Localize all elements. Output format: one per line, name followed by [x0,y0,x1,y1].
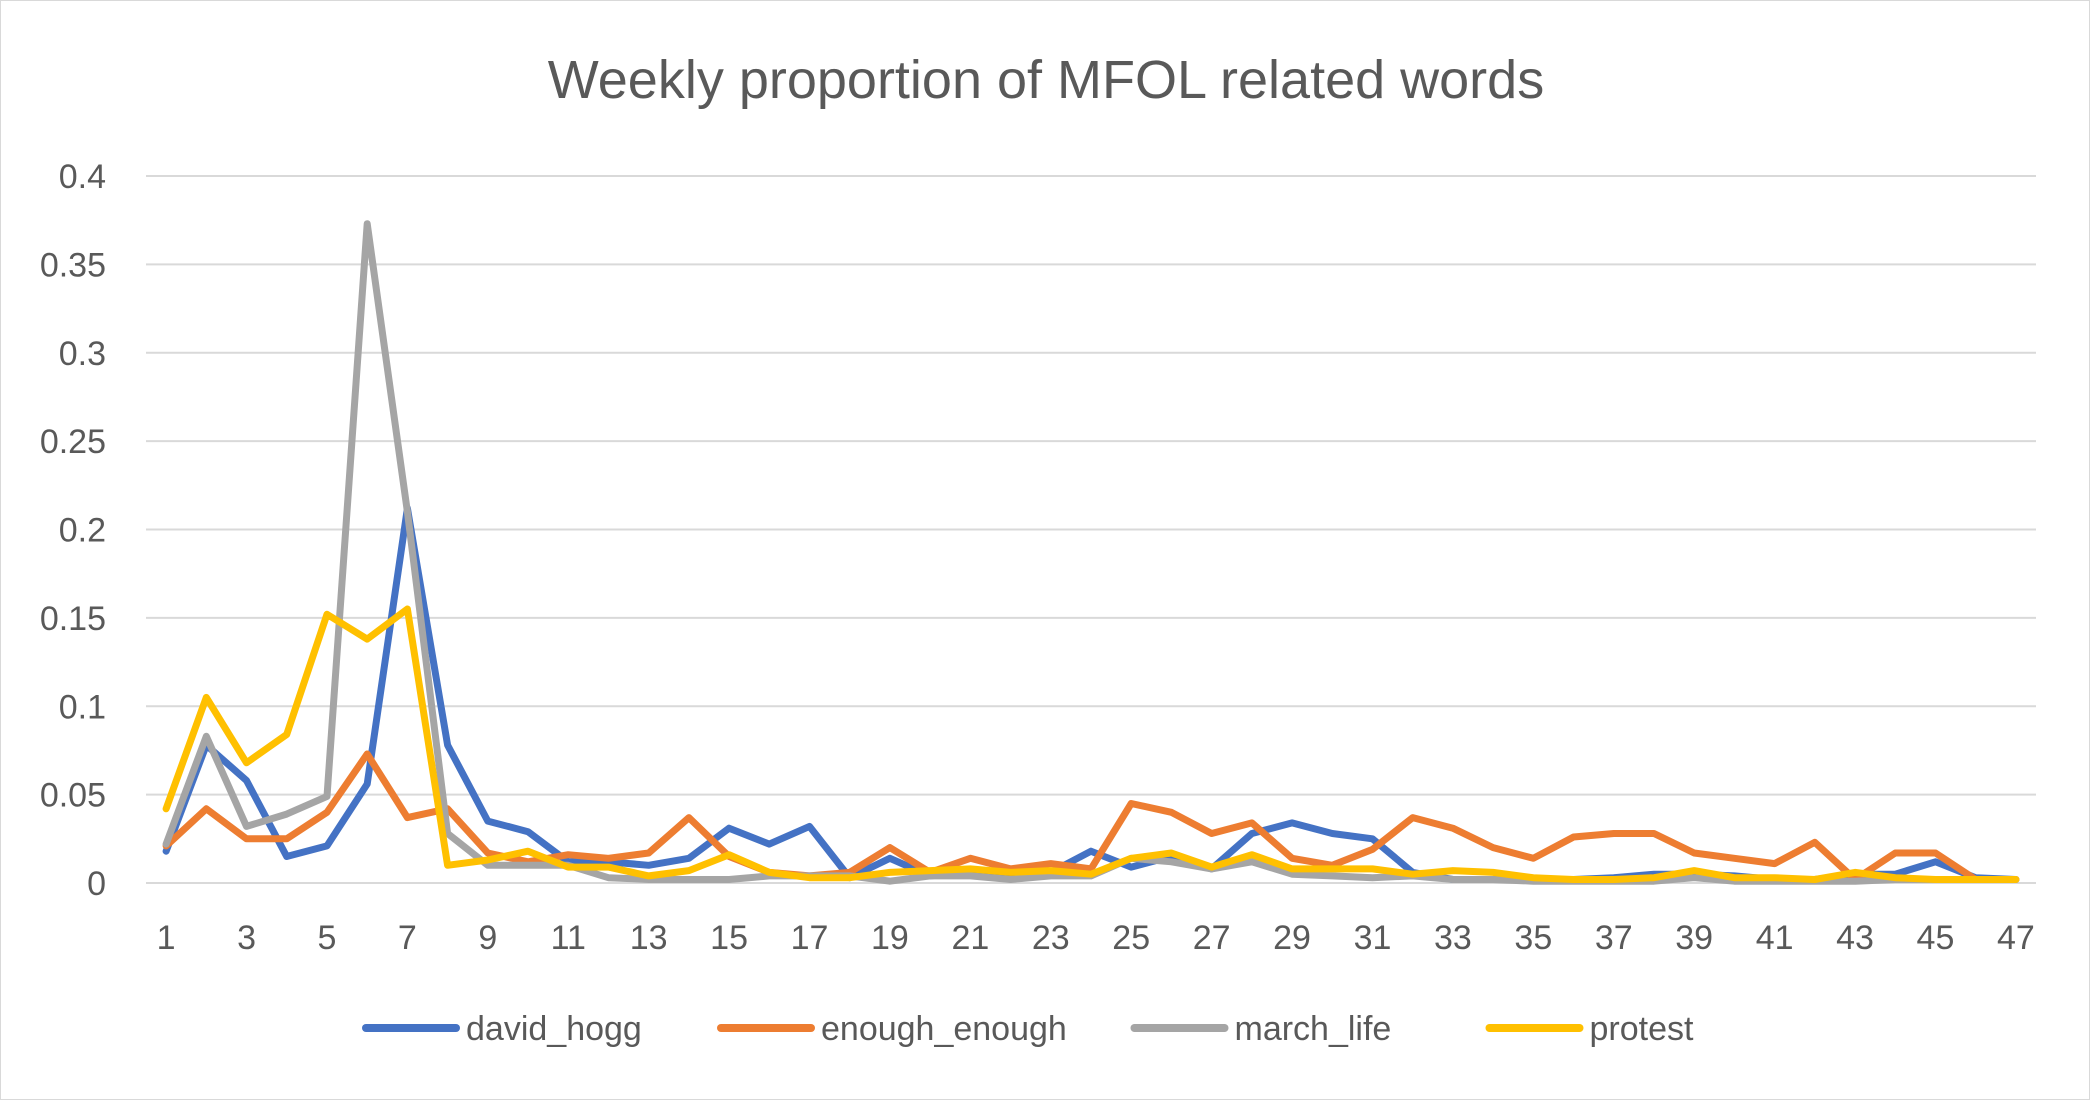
legend: david_hogg enough_enough march_life protest [362,1010,1694,1048]
y-tick-label: 0.25 [40,423,106,461]
y-tick-label: 0.15 [40,600,106,638]
x-tick-label: 9 [478,919,497,957]
y-axis-ticks: 0 0.05 0.1 0.15 0.2 0.25 0.3 0.35 0.4 [40,158,106,903]
x-tick-label: 19 [871,919,909,957]
x-tick-label: 47 [1997,919,2035,957]
legend-item-march-life: march_life [1130,1010,1392,1048]
legend-item-protest: protest [1485,1010,1694,1048]
y-tick-label: 0.3 [59,335,106,373]
x-tick-label: 31 [1354,919,1392,957]
y-tick-label: 0.2 [59,512,106,550]
x-tick-label: 1 [157,919,176,957]
legend-label: david_hogg [466,1010,642,1048]
x-tick-label: 37 [1595,919,1633,957]
y-tick-label: 0.05 [40,777,106,815]
x-tick-label: 27 [1193,919,1231,957]
y-tick-label: 0.1 [59,688,106,726]
x-tick-label: 41 [1756,919,1794,957]
x-tick-label: 17 [791,919,829,957]
x-tick-label: 29 [1273,919,1311,957]
x-tick-label: 35 [1514,919,1552,957]
series-line-march-life [162,220,2020,885]
legend-label: enough_enough [821,1010,1067,1048]
x-tick-label: 33 [1434,919,1472,957]
x-tick-label: 13 [630,919,668,957]
x-tick-label: 5 [317,919,336,957]
chart-title: Weekly proportion of MFOL related words [548,50,1544,110]
x-tick-label: 23 [1032,919,1070,957]
y-tick-label: 0.4 [59,158,106,196]
y-tick-label: 0.35 [40,246,106,284]
legend-label: march_life [1235,1010,1392,1048]
x-tick-label: 11 [551,919,586,957]
x-tick-label: 43 [1836,919,1874,957]
x-tick-label: 3 [237,919,256,957]
x-tick-label: 7 [398,919,417,957]
x-tick-label: 45 [1917,919,1955,957]
y-tick-label: 0 [87,865,106,903]
series-line-protest [162,605,2020,883]
series-lines [162,220,2020,885]
legend-item-david-hogg: david_hogg [362,1010,642,1048]
x-tick-label: 21 [951,919,989,957]
series-line-enough-enough [162,750,2020,883]
legend-item-enough-enough: enough_enough [717,1010,1067,1048]
gridlines [146,175,2036,884]
x-axis-ticks: 1 3 5 7 9 11 13 15 17 19 21 23 25 27 29 31 33 35 37 39 41 43 4… [157,919,2035,957]
legend-label: protest [1590,1010,1694,1048]
x-tick-label: 15 [710,919,748,957]
x-tick-label: 39 [1675,919,1713,957]
x-tick-label: 25 [1112,919,1150,957]
